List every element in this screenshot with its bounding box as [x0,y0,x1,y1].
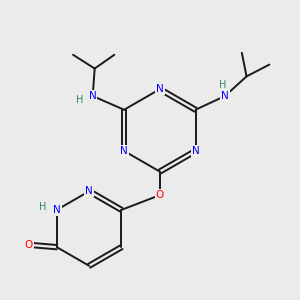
Text: N: N [192,146,200,156]
Text: O: O [25,240,33,250]
Text: N: N [221,91,229,101]
Text: H: H [76,95,84,105]
Text: N: N [89,91,97,101]
Text: N: N [120,146,128,156]
Text: N: N [85,186,93,196]
Text: O: O [156,190,164,200]
Text: H: H [39,202,47,212]
Text: N: N [156,84,164,94]
Text: N: N [53,205,61,215]
Text: H: H [219,80,227,90]
